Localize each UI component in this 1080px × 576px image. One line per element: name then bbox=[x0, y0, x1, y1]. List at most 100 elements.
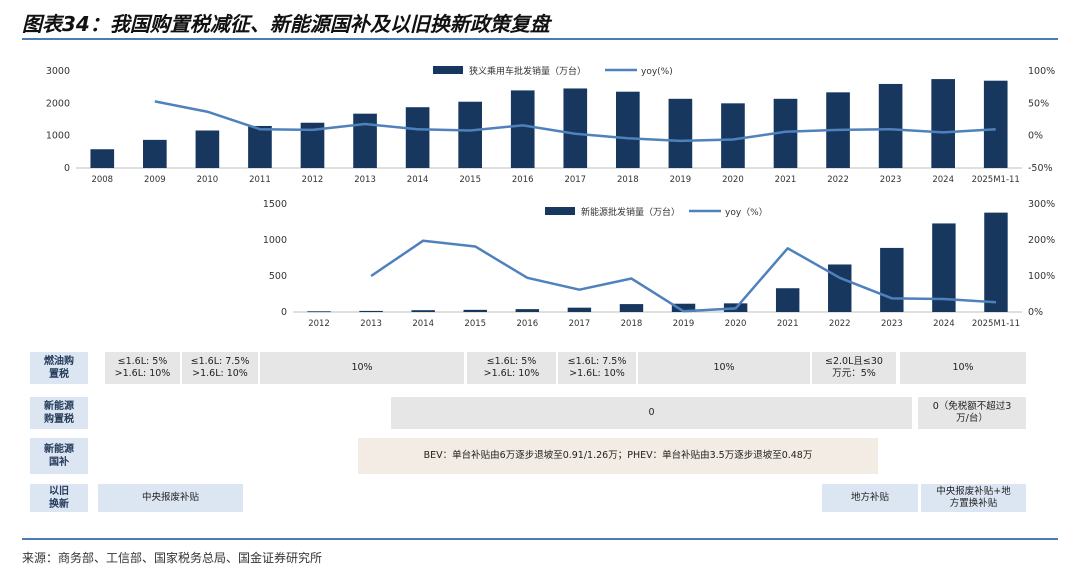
x-tick-label: 2023 bbox=[881, 319, 903, 329]
y-right-tick-label: 0% bbox=[1028, 131, 1043, 142]
x-tick-label: 2017 bbox=[569, 319, 591, 329]
policy-cell-fuel-tax-2: 10% bbox=[260, 352, 464, 384]
x-tick-label: 2022 bbox=[827, 175, 849, 185]
x-tick-label: 2017 bbox=[564, 175, 586, 185]
x-tick-label: 2022 bbox=[829, 319, 851, 329]
bar-2018 bbox=[616, 91, 640, 168]
bar-2017 bbox=[567, 307, 592, 312]
x-tick-label: 2025M1-11 bbox=[972, 319, 1020, 329]
bar-2023 bbox=[878, 83, 903, 168]
bar-2025M1-11 bbox=[983, 80, 1008, 168]
x-tick-label: 2014 bbox=[412, 319, 434, 329]
x-tick-label: 2013 bbox=[360, 319, 382, 329]
bar-2019 bbox=[668, 98, 693, 168]
policy-cell-nev-tax-1: 0（免税额不超过3 万/台） bbox=[918, 397, 1026, 429]
policy-cell-trade-in-2: 中央报废补贴+地 方置换补贴 bbox=[921, 484, 1026, 512]
y-left-tick-label: 2000 bbox=[46, 98, 70, 109]
policy-cell-fuel-tax-4: ≤1.6L: 7.5% >1.6L: 10% bbox=[558, 352, 636, 384]
y-left-tick-label: 1500 bbox=[263, 199, 287, 210]
y-left-tick-label: 0 bbox=[64, 163, 70, 174]
y-left-tick-label: 1000 bbox=[46, 131, 70, 142]
policy-cell-trade-in-0: 中央报废补贴 bbox=[98, 484, 243, 512]
x-tick-label: 2012 bbox=[302, 175, 324, 185]
x-tick-label: 2008 bbox=[91, 175, 113, 185]
legend-bar-swatch bbox=[433, 66, 463, 74]
y-right-tick-label: 300% bbox=[1028, 199, 1055, 210]
y-right-tick-label: 200% bbox=[1028, 235, 1055, 246]
policy-cell-fuel-tax-1: ≤1.6L: 7.5% >1.6L: 10% bbox=[182, 352, 258, 384]
x-tick-label: 2010 bbox=[197, 175, 219, 185]
bar-2025M1-11 bbox=[984, 212, 1008, 312]
bar-2015 bbox=[463, 309, 487, 312]
legend-bar-swatch bbox=[545, 207, 575, 215]
x-tick-label: 2023 bbox=[880, 175, 902, 185]
bar-2013 bbox=[359, 310, 383, 312]
y-right-tick-label: -50% bbox=[1028, 163, 1053, 174]
x-tick-label: 2019 bbox=[673, 319, 695, 329]
source-note: 来源：商务部、工信部、国家税务总局、国金证券研究所 bbox=[22, 551, 323, 565]
yoy-line bbox=[154, 100, 996, 143]
policy-cell-fuel-tax-5: 10% bbox=[638, 352, 810, 384]
bar-2024 bbox=[931, 79, 955, 168]
x-tick-label: 2013 bbox=[354, 175, 376, 185]
x-tick-label: 2009 bbox=[144, 175, 166, 185]
policy-cell-nev-subsidy-0: BEV：单台补贴由6万逐步退坡至0.91/1.26万；PHEV：单台补贴由3.5… bbox=[358, 438, 878, 474]
bar-2023 bbox=[880, 247, 904, 312]
figure-title: 图表34：我国购置税减征、新能源国补及以旧换新政策复盘 bbox=[22, 12, 550, 36]
y-right-tick-label: 100% bbox=[1028, 271, 1055, 282]
bar-2015 bbox=[458, 101, 482, 168]
x-tick-label: 2014 bbox=[407, 175, 429, 185]
y-left-tick-label: 0 bbox=[281, 307, 287, 318]
chart-passenger-car-sales: 0 1000 2000 3000 -50% 0% 50% 100% 2008 2009 2010 20… bbox=[46, 65, 1055, 185]
x-tick-label: 2025M1-11 bbox=[972, 175, 1020, 185]
policy-cell-fuel-tax-0: ≤1.6L: 5% >1.6L: 10% bbox=[105, 352, 180, 384]
bar-2022 bbox=[828, 264, 852, 312]
y-right-tick-label: 50% bbox=[1028, 98, 1049, 109]
row-label-trade-in: 以旧 换新 bbox=[30, 484, 88, 512]
x-tick-label: 2011 bbox=[249, 175, 271, 185]
policy-cell-fuel-tax-6: ≤2.0L且≤30 万元：5% bbox=[812, 352, 896, 384]
bar-2021 bbox=[773, 98, 798, 168]
legend: 新能源批发销量（万台） yoy（%） bbox=[545, 206, 768, 218]
x-tick-label: 2020 bbox=[722, 175, 744, 185]
x-tick-label: 2015 bbox=[464, 319, 486, 329]
bar-2012 bbox=[300, 122, 325, 168]
legend: 狭义乘用车批发销量（万台） yoy(%) bbox=[433, 65, 673, 77]
bar-2017 bbox=[563, 88, 588, 168]
y-left-tick-label: 500 bbox=[269, 271, 287, 282]
row-label-nev-subsidy: 新能源 国补 bbox=[30, 438, 88, 474]
yoy-line bbox=[370, 239, 997, 313]
bar-2018 bbox=[619, 304, 644, 312]
x-tick-label: 2024 bbox=[933, 319, 955, 329]
x-tick-label: 2012 bbox=[308, 319, 330, 329]
bar-2016 bbox=[510, 90, 535, 168]
row-label-nev-tax: 新能源 购置税 bbox=[30, 397, 88, 429]
x-tick-label: 2018 bbox=[621, 319, 643, 329]
y-left-tick-label: 3000 bbox=[46, 66, 70, 77]
bar-2011 bbox=[248, 125, 272, 168]
legend-line-label: yoy（%） bbox=[725, 207, 768, 218]
legend-bar-label: 新能源批发销量（万台） bbox=[581, 206, 680, 218]
policy-cell-fuel-tax-3: ≤1.6L: 5% >1.6L: 10% bbox=[467, 352, 556, 384]
x-tick-label: 2016 bbox=[517, 319, 539, 329]
bar-2019 bbox=[671, 303, 696, 312]
bar-2008 bbox=[90, 149, 115, 168]
x-tick-label: 2015 bbox=[459, 175, 481, 185]
x-tick-label: 2021 bbox=[777, 319, 799, 329]
title-rule bbox=[22, 38, 1058, 40]
source-rule bbox=[22, 538, 1058, 540]
policy-cell-nev-tax-0: 0 bbox=[391, 397, 912, 429]
chart-nev-sales: 0 500 1000 1500 0% 100% 200% 300% 2012 2013 2014 20… bbox=[263, 199, 1055, 329]
policy-cell-trade-in-1: 地方补贴 bbox=[822, 484, 918, 512]
bar-2021 bbox=[775, 288, 800, 312]
legend-bar-label: 狭义乘用车批发销量（万台） bbox=[469, 65, 586, 77]
x-tick-label: 2016 bbox=[512, 175, 534, 185]
bar-2009 bbox=[143, 139, 167, 168]
bar-2013 bbox=[353, 113, 377, 168]
bar-2024 bbox=[932, 223, 956, 312]
x-tick-label: 2019 bbox=[670, 175, 692, 185]
bar-2016 bbox=[515, 309, 540, 312]
bar-2014 bbox=[411, 310, 435, 312]
bar-2010 bbox=[195, 130, 220, 168]
x-tick-label: 2024 bbox=[932, 175, 954, 185]
